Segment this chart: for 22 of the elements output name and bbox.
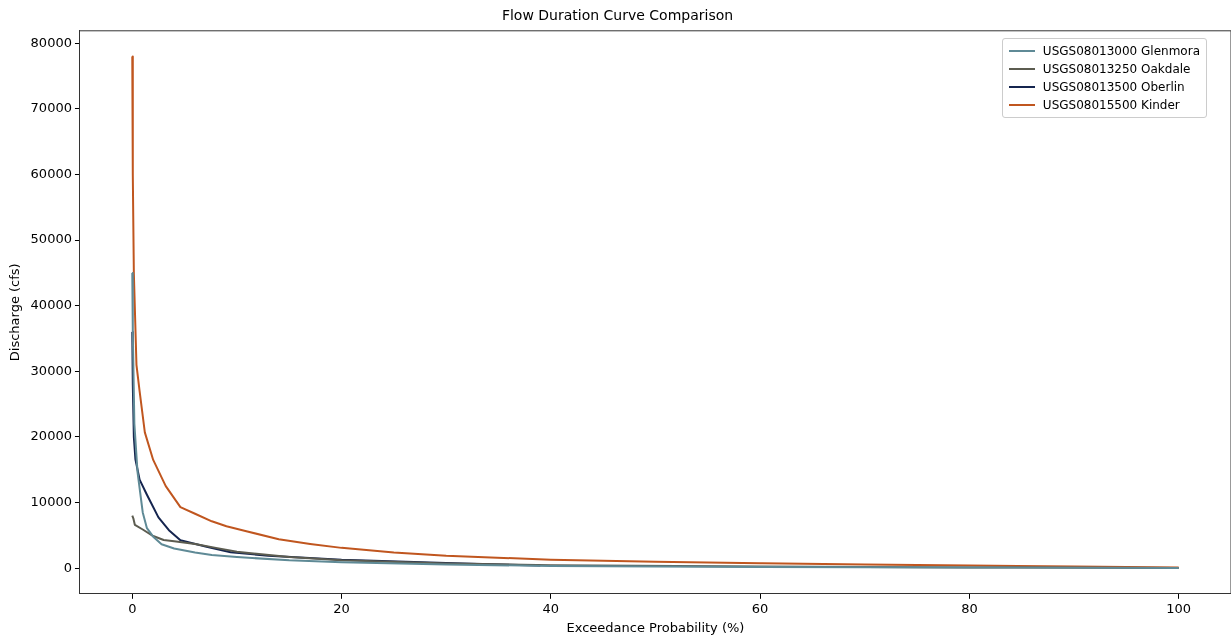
legend-label: USGS08013250 Oakdale	[1042, 61, 1191, 78]
legend-label: USGS08015500 Kinder	[1042, 97, 1180, 114]
y-tick-label: 20000	[30, 428, 72, 444]
chart-title: Flow Duration Curve Comparison	[501, 7, 734, 24]
y-tick-label: 40000	[30, 297, 72, 313]
y-tick-label: 50000	[30, 231, 72, 247]
y-tick-label: 0	[63, 559, 72, 575]
x-tick-label: 40	[542, 600, 560, 616]
legend-label: USGS08013000 Glenmora	[1042, 43, 1200, 60]
x-tick-label: 0	[128, 600, 137, 616]
y-tick-label: 10000	[30, 493, 72, 509]
legend-label: USGS08013500 Oberlin	[1042, 79, 1185, 96]
y-axis-title: Discharge (cfs)	[7, 263, 23, 362]
y-tick-label: 70000	[30, 100, 72, 116]
x-tick-label: 20	[333, 600, 350, 616]
x-tick-label: 80	[961, 600, 978, 616]
y-tick-label: 30000	[30, 362, 72, 378]
y-tick-label: 60000	[30, 165, 72, 181]
x-tick-label: 60	[751, 600, 769, 616]
y-tick-label: 80000	[30, 34, 72, 50]
x-axis-title: Exceedance Probability (%)	[566, 619, 745, 635]
x-tick-label: 100	[1166, 600, 1192, 616]
